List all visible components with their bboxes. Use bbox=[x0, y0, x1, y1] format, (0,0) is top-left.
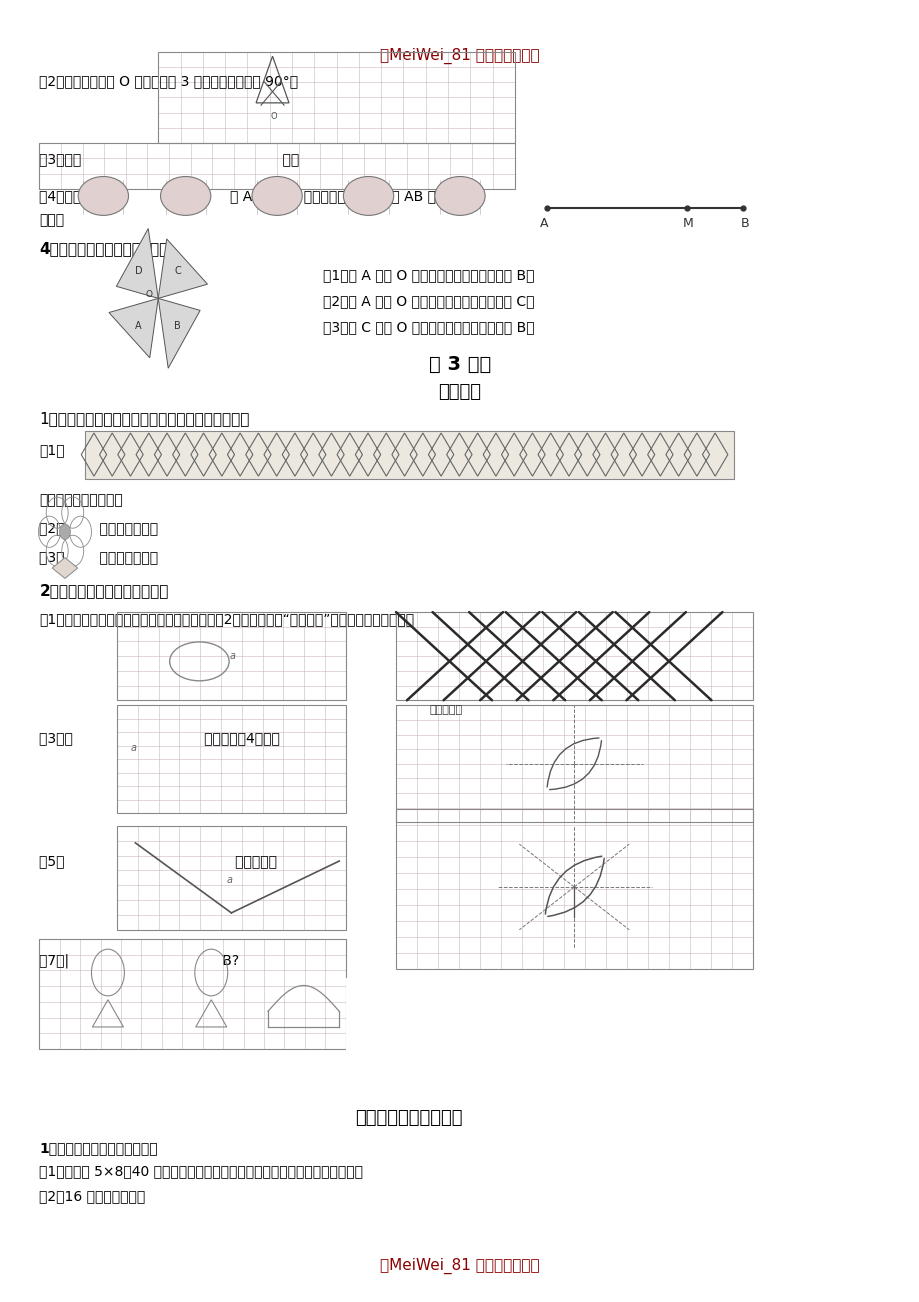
Bar bbox=[395, 809, 752, 969]
Text: （2）16 有（）个因数。: （2）16 有（）个因数。 bbox=[40, 1189, 145, 1203]
Bar bbox=[395, 706, 752, 822]
Text: 聓1课时: 聓1课时 bbox=[355, 1085, 398, 1101]
Text: B: B bbox=[175, 322, 181, 331]
Circle shape bbox=[60, 523, 71, 539]
Text: 1、下面各图案是由哪个基本图形经过变换得到的？: 1、下面各图案是由哪个基本图形经过变换得到的？ bbox=[40, 411, 249, 426]
Text: 数与倍: 数与倍 bbox=[355, 1056, 400, 1079]
Bar bbox=[117, 612, 346, 700]
Ellipse shape bbox=[78, 177, 129, 215]
Text: O: O bbox=[145, 290, 153, 299]
Bar bbox=[117, 706, 346, 812]
Bar bbox=[117, 825, 346, 930]
Ellipse shape bbox=[343, 177, 393, 215]
Text: 2、动动池脑瓜，一起画一画。: 2、动动池脑瓜，一起画一画。 bbox=[40, 583, 168, 599]
Polygon shape bbox=[158, 298, 200, 368]
FancyArrowPatch shape bbox=[545, 857, 601, 914]
Text: 意义、求一个数的因数: 意义、求一个数的因数 bbox=[355, 1108, 462, 1126]
Bar bbox=[158, 52, 515, 143]
Text: A: A bbox=[539, 216, 548, 229]
Polygon shape bbox=[108, 298, 158, 358]
Text: 由（）经过（）得到。: 由（）经过（）得到。 bbox=[40, 493, 123, 506]
Text: a: a bbox=[130, 743, 137, 754]
Ellipse shape bbox=[252, 177, 302, 215]
Text: （2）图 A 绕点 O 按（）方向旋转（）度到图 C。: （2）图 A 绕点 O 按（）方向旋转（）度到图 C。 bbox=[323, 294, 534, 309]
Text: （2）        经过（）得到。: （2） 经过（）得到。 bbox=[40, 521, 158, 535]
Text: （1）利用旋转把下图设计成一朵美丽的小花。（2）利用平移为“学习园地”设计一套美丽的花边。: （1）利用旋转把下图设计成一朵美丽的小花。（2）利用平移为“学习园地”设计一套美… bbox=[40, 612, 414, 626]
Text: C: C bbox=[175, 266, 181, 276]
Bar bbox=[40, 143, 515, 190]
Bar bbox=[395, 612, 752, 700]
Text: 欣赏设计: 欣赏设计 bbox=[438, 383, 481, 401]
Text: （1）图 A 绕点 O 按（）方向旋转（）度到图 B。: （1）图 A 绕点 O 按（）方向旋转（）度到图 B。 bbox=[323, 268, 534, 283]
Text: M: M bbox=[683, 216, 693, 229]
Text: （2）画出下图绕点 O 逆时针旋转 3 次图形，每次旋转 90°。: （2）画出下图绕点 O 逆时针旋转 3 次图形，每次旋转 90°。 bbox=[40, 74, 298, 89]
Bar bbox=[346, 978, 761, 1107]
Text: 旋转设计图: 旋转设计图 bbox=[429, 706, 462, 716]
Text: 位置。: 位置。 bbox=[40, 212, 64, 227]
Ellipse shape bbox=[435, 177, 484, 215]
Text: D: D bbox=[135, 266, 142, 276]
Text: 「MeiWei_81 重点借鉴文档」: 「MeiWei_81 重点借鉴文档」 bbox=[380, 1258, 539, 1273]
Polygon shape bbox=[158, 240, 208, 298]
FancyArrowPatch shape bbox=[547, 858, 604, 917]
Ellipse shape bbox=[160, 177, 210, 215]
Text: （7）|                                   B?: （7）| B? bbox=[40, 953, 239, 967]
Text: （3）按照                                              ）。: （3）按照 ）。 bbox=[40, 152, 300, 165]
Text: A: A bbox=[135, 322, 142, 331]
Text: 4、亲自练一练，动笔填一填。: 4、亲自练一练，动笔填一填。 bbox=[40, 241, 168, 256]
Polygon shape bbox=[116, 228, 158, 298]
Text: （1）: （1） bbox=[40, 444, 65, 457]
Text: （5）                                       旋转设计图: （5） 旋转设计图 bbox=[40, 854, 277, 868]
FancyArrowPatch shape bbox=[547, 738, 598, 786]
FancyArrowPatch shape bbox=[549, 741, 601, 789]
Text: （3）图 C 绕点 O 按（）方向旋转（）度到图 B。: （3）图 C 绕点 O 按（）方向旋转（）度到图 B。 bbox=[323, 320, 534, 335]
Text: （1）在等式 5×8＝40 中，（）和（）是（）的因数，（）是（）和（）倍数。: （1）在等式 5×8＝40 中，（）和（）是（）的因数，（）是（）和（）倍数。 bbox=[40, 1164, 363, 1178]
Text: （3）        经过（）得到。: （3） 经过（）得到。 bbox=[40, 549, 158, 564]
Text: a: a bbox=[226, 875, 233, 885]
Bar bbox=[85, 431, 733, 479]
Text: 1、填全个困难，王对个间早。: 1、填全个困难，王对个间早。 bbox=[40, 1141, 158, 1155]
Text: O: O bbox=[270, 112, 278, 121]
Text: a: a bbox=[230, 651, 235, 661]
Text: （4）如下                                  段 AB 绕点 M 逆时针旋转 90°，画出 AB 所在的: （4）如下 段 AB 绕点 M 逆时针旋转 90°，画出 AB 所在的 bbox=[40, 190, 453, 203]
Polygon shape bbox=[52, 557, 78, 578]
Text: （3）利                              的边框。（4）利用: （3）利 的边框。（4）利用 bbox=[40, 732, 280, 745]
Text: B: B bbox=[740, 216, 749, 229]
Bar bbox=[40, 939, 346, 1049]
Text: 「MeiWei_81 重点借鉴文档」: 「MeiWei_81 重点借鉴文档」 bbox=[380, 48, 539, 64]
Text: 第 3 课时: 第 3 课时 bbox=[428, 355, 491, 375]
